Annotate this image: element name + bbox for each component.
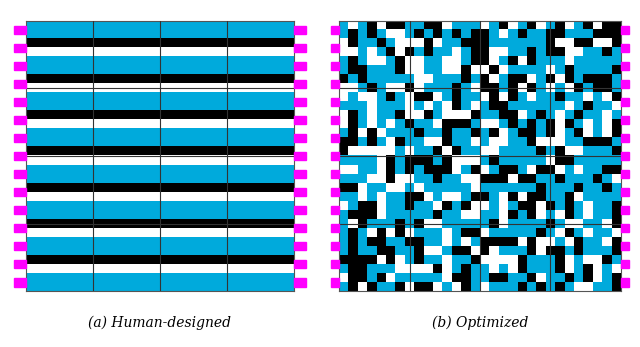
Bar [331, 98, 339, 106]
Bar [13, 206, 26, 214]
Bar [331, 26, 339, 34]
Bar [621, 62, 629, 70]
Bar [13, 26, 26, 34]
Bar [331, 152, 339, 160]
Bar [13, 278, 26, 287]
Bar [331, 242, 339, 251]
Bar [621, 260, 629, 269]
Bar [294, 278, 307, 287]
Bar [331, 188, 339, 196]
Bar [294, 26, 307, 34]
Bar [331, 206, 339, 214]
Bar [13, 224, 26, 232]
Bar [294, 134, 307, 142]
Bar [331, 134, 339, 142]
Bar [621, 188, 629, 196]
Bar [331, 260, 339, 269]
Text: (a) Human-designed: (a) Human-designed [88, 315, 232, 330]
Bar [621, 242, 629, 251]
Text: (b) Optimized: (b) Optimized [432, 315, 528, 330]
Bar [13, 188, 26, 196]
Bar [331, 44, 339, 52]
Bar [13, 116, 26, 124]
Bar [621, 134, 629, 142]
Bar [621, 170, 629, 178]
Bar [294, 116, 307, 124]
Bar [294, 152, 307, 160]
Bar [13, 80, 26, 88]
Bar [13, 242, 26, 251]
Bar [621, 116, 629, 124]
Bar [294, 206, 307, 214]
Bar [331, 62, 339, 70]
Bar [331, 116, 339, 124]
Bar [13, 98, 26, 106]
Bar [13, 170, 26, 178]
Bar [331, 80, 339, 88]
Bar [13, 134, 26, 142]
Bar [621, 224, 629, 232]
Bar [13, 152, 26, 160]
Bar [294, 260, 307, 269]
Bar [621, 44, 629, 52]
Bar [621, 80, 629, 88]
Bar [294, 224, 307, 232]
Bar [621, 26, 629, 34]
Bar [621, 206, 629, 214]
Bar [331, 224, 339, 232]
Bar [294, 44, 307, 52]
Bar [294, 188, 307, 196]
Bar [294, 80, 307, 88]
Bar [13, 44, 26, 52]
Bar [13, 260, 26, 269]
Bar [13, 62, 26, 70]
Bar [331, 278, 339, 287]
Bar [621, 278, 629, 287]
Bar [331, 170, 339, 178]
Bar [294, 170, 307, 178]
Bar [294, 98, 307, 106]
Bar [621, 98, 629, 106]
Bar [294, 62, 307, 70]
Bar [294, 242, 307, 251]
Bar [621, 152, 629, 160]
